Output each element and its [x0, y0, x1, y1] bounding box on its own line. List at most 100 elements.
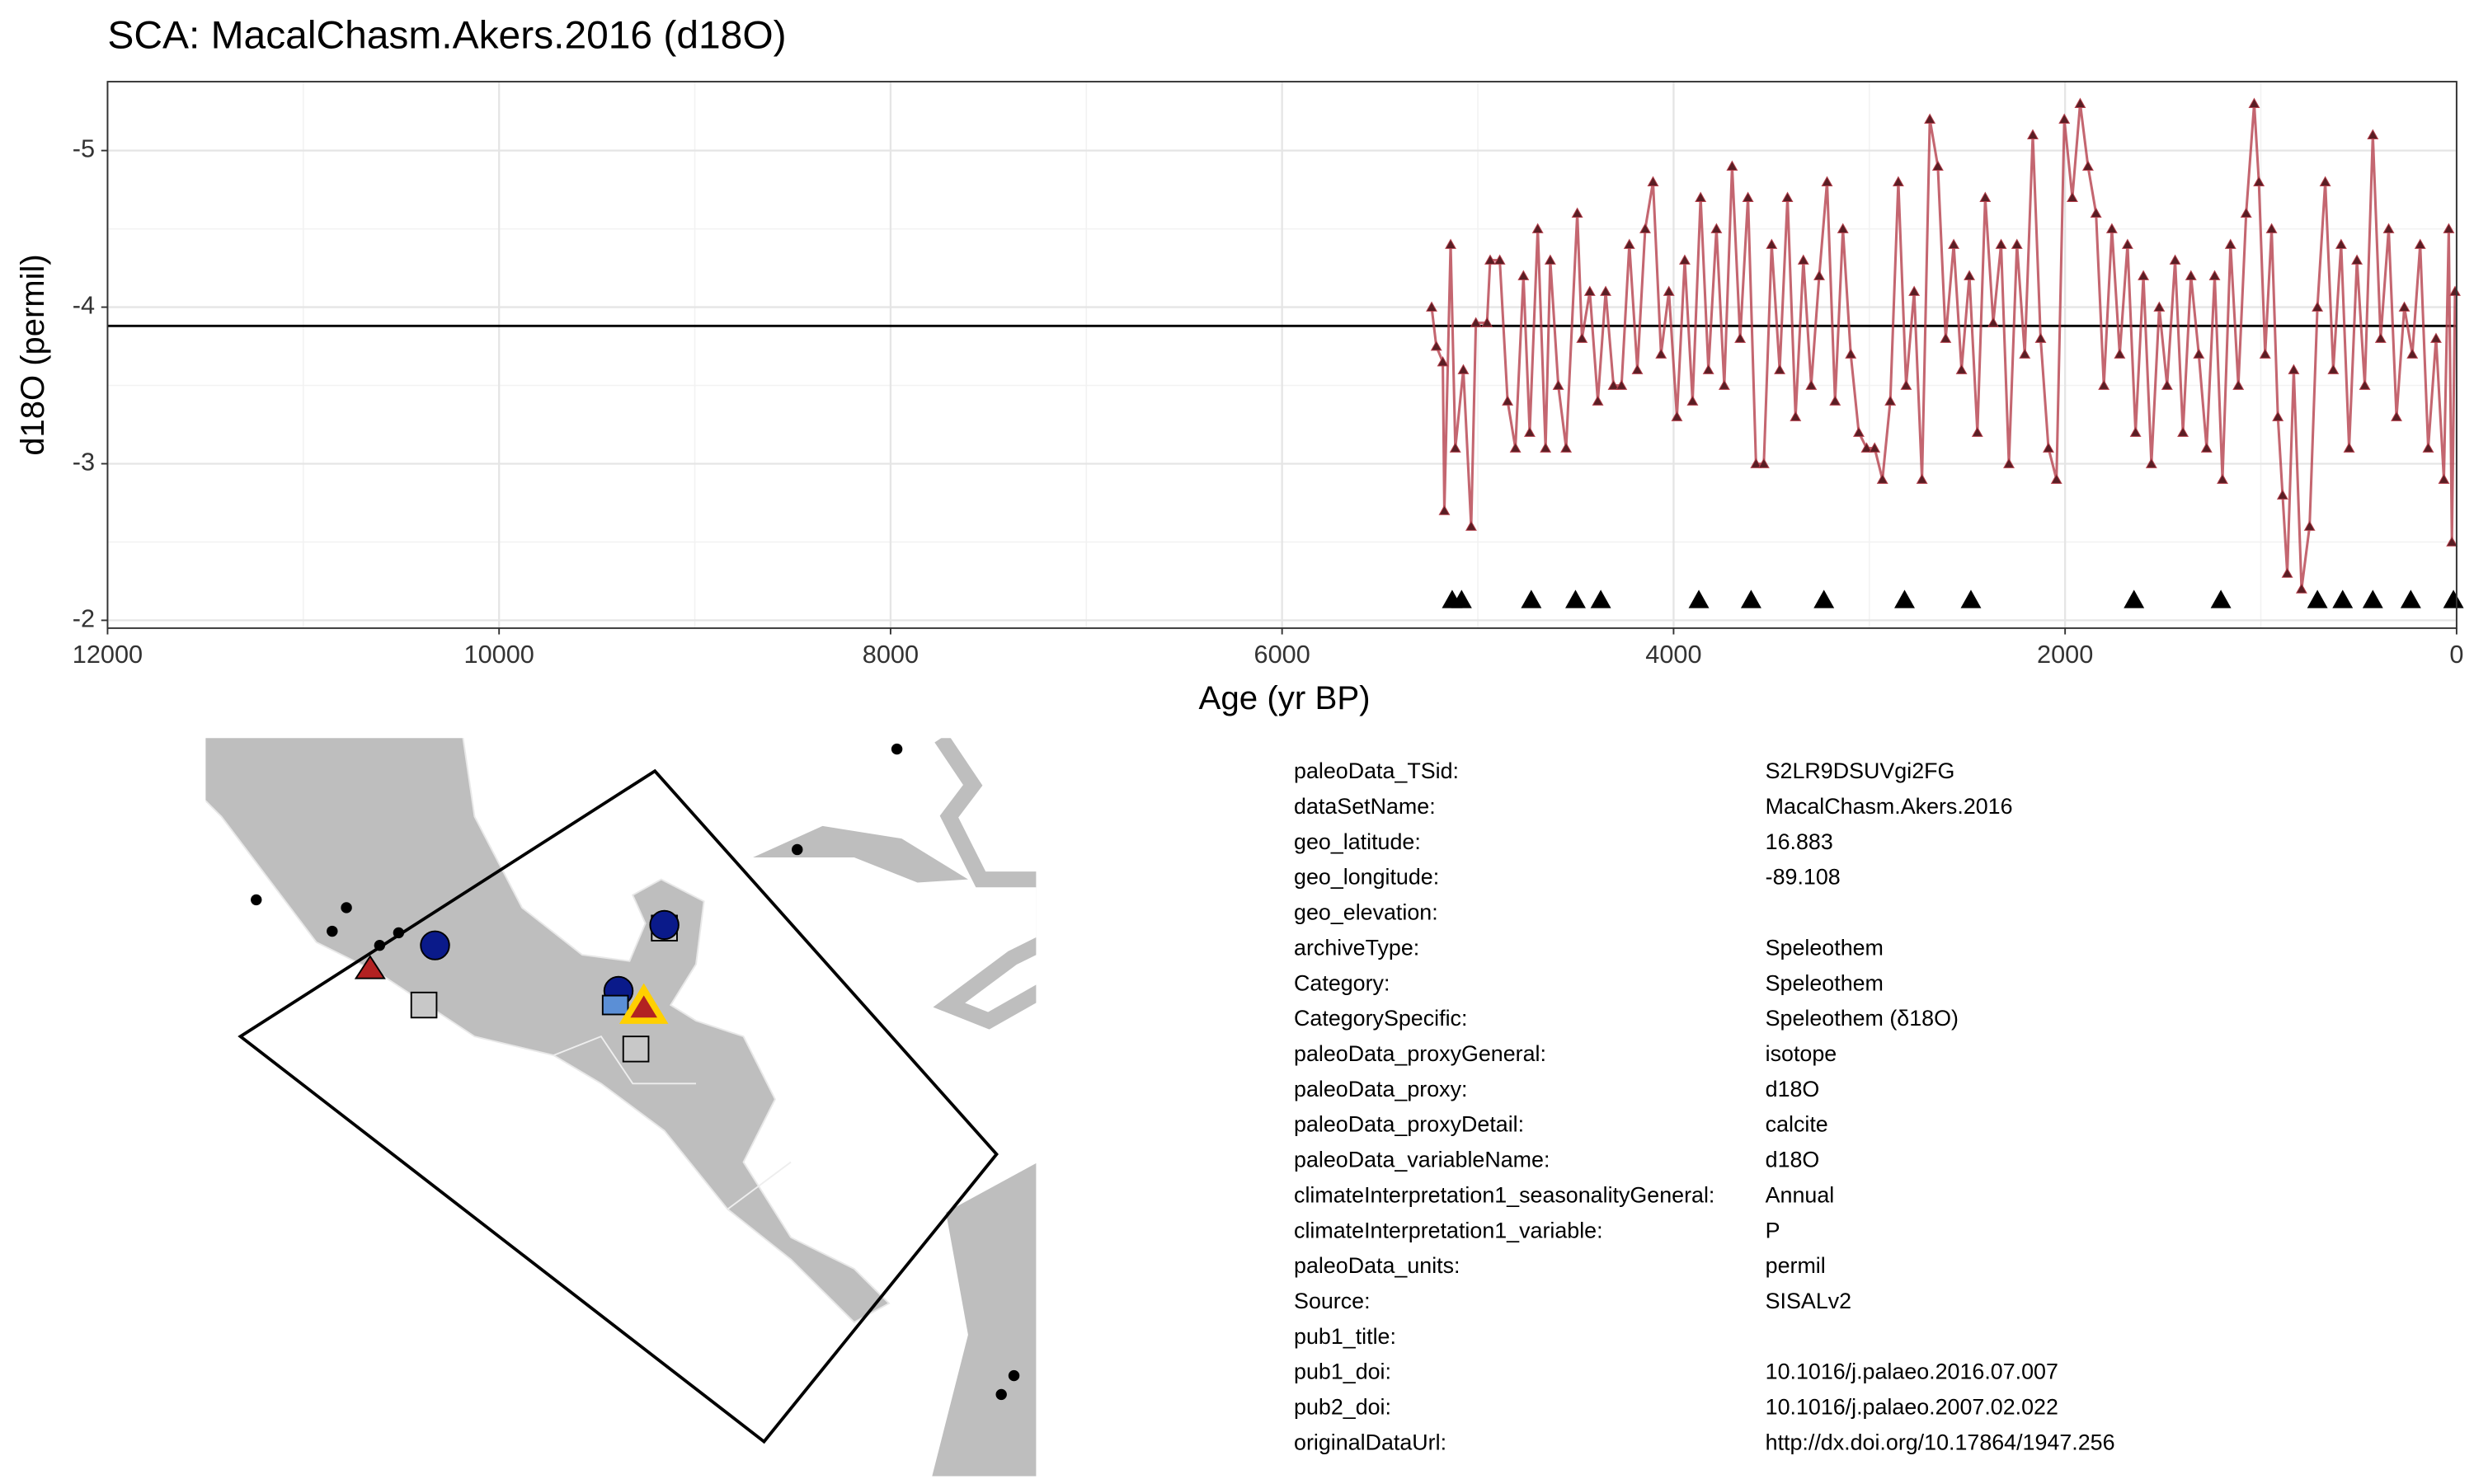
meta-key: Category: [1294, 970, 1390, 995]
data-point [1571, 207, 1583, 218]
age-control-point [1960, 589, 1982, 608]
data-point [2129, 426, 2142, 437]
data-point [1493, 254, 1506, 265]
data-point [1465, 520, 1477, 531]
meta-key: archiveType: [1294, 936, 1419, 960]
site [327, 925, 338, 937]
data-point [1979, 191, 1992, 202]
data-point [2288, 364, 2300, 374]
data-point [2232, 379, 2245, 390]
data-point [1853, 426, 1865, 437]
data-point [1647, 176, 1659, 186]
meta-key: dataSetName: [1294, 794, 1436, 819]
data-point [1678, 254, 1691, 265]
meta-value: S2LR9DSUVgi2FG [1766, 758, 1955, 783]
age-control-point [2400, 589, 2421, 608]
meta-value: 16.883 [1766, 829, 1833, 854]
data-point [1607, 379, 1620, 390]
data-point [2185, 270, 2197, 280]
data-point [2449, 285, 2461, 296]
data-point [1426, 301, 1437, 312]
meta-value: MacalChasm.Akers.2016 [1766, 794, 2013, 819]
data-point [2224, 238, 2236, 249]
land [753, 825, 968, 883]
data-point [2443, 223, 2455, 233]
y-axis-label: d18O (permil) [14, 254, 51, 455]
data-point [2281, 567, 2293, 578]
site-triangle [354, 955, 386, 979]
data-point [2114, 348, 2126, 359]
meta-key: Source: [1294, 1289, 1371, 1313]
data-point [2161, 379, 2173, 390]
meta-key: geo_longitude: [1294, 865, 1439, 890]
data-point [1726, 160, 1738, 171]
age-control-point [1590, 589, 1611, 608]
data-point [2240, 207, 2252, 218]
data-point [1663, 285, 1675, 296]
data-point [1686, 395, 1699, 406]
plot-area: 12000 10000 8000 6000 4000 2000 0 -5 -4 -3 -2 [73, 81, 2464, 669]
data-point [1702, 364, 1714, 374]
meta-value: Annual [1766, 1183, 1835, 1208]
y-tick-label: -5 [73, 135, 95, 163]
data-point [1757, 458, 1770, 468]
meta-value: SISALv2 [1766, 1289, 1851, 1313]
meta-key: originalDataUrl: [1294, 1430, 1446, 1455]
meta-value: 10.1016/j.palaeo.2016.07.007 [1766, 1360, 2058, 1384]
data-point [2253, 176, 2265, 186]
meta-key: paleoData_variableName: [1294, 1148, 1550, 1172]
data-point [2248, 97, 2260, 108]
data-point [1916, 473, 1928, 484]
data-point [2027, 129, 2039, 139]
data-point [1750, 458, 1762, 468]
data-point [1544, 254, 1556, 265]
data-point [2406, 348, 2419, 359]
data-point [2343, 442, 2355, 453]
data-point [2319, 176, 2331, 186]
data-point [2217, 473, 2228, 484]
meta-value: Speleothem (δ18O) [1766, 1006, 1959, 1031]
data-point [2153, 301, 2166, 312]
x-tick-label: 10000 [464, 641, 534, 669]
metadata-table: paleoData_TSid: S2LR9DSUVgi2FG dataSetName… [1294, 758, 2114, 1454]
x-tick-label: 4000 [1645, 641, 1701, 669]
meta-key: pub1_doi: [1294, 1360, 1391, 1384]
y-tick-label: -3 [73, 448, 95, 477]
data-point [2374, 332, 2387, 343]
data-point [1616, 379, 1628, 390]
data-point [1797, 254, 1809, 265]
meta-key: paleoData_proxyGeneral: [1294, 1041, 1546, 1066]
data-point [2066, 191, 2078, 202]
meta-key: geo_elevation: [1294, 900, 1438, 925]
data-point [1924, 113, 1936, 124]
age-control-point [2332, 589, 2354, 608]
data-point [1481, 317, 1493, 327]
data-point [2438, 473, 2450, 484]
data-point [2105, 223, 2118, 233]
meta-key: paleoData_TSid: [1294, 758, 1459, 783]
meta-value: isotope [1766, 1041, 1837, 1066]
data-point [2169, 254, 2181, 265]
x-tick-label: 8000 [863, 641, 919, 669]
data-point [2312, 301, 2324, 312]
data-point [2098, 379, 2110, 390]
meta-value: d18O [1766, 1077, 1820, 1101]
data-point [2367, 129, 2379, 139]
data-point [1774, 364, 1786, 374]
x-tick-label: 0 [2449, 641, 2463, 669]
data-point [2295, 583, 2307, 594]
meta-key: paleoData_proxyDetail: [1294, 1112, 1524, 1137]
region-box [238, 768, 999, 1444]
land [205, 738, 891, 1323]
data-point [1576, 332, 1588, 343]
data-point [1502, 395, 1514, 406]
data-point [1884, 395, 1897, 406]
site-square [410, 991, 438, 1019]
meta-key: pub1_title: [1294, 1324, 1396, 1349]
data-point [2446, 536, 2458, 547]
data-point [1623, 238, 1635, 249]
data-point [1655, 348, 1667, 359]
data-point [2398, 301, 2411, 312]
data-point [2145, 458, 2157, 468]
